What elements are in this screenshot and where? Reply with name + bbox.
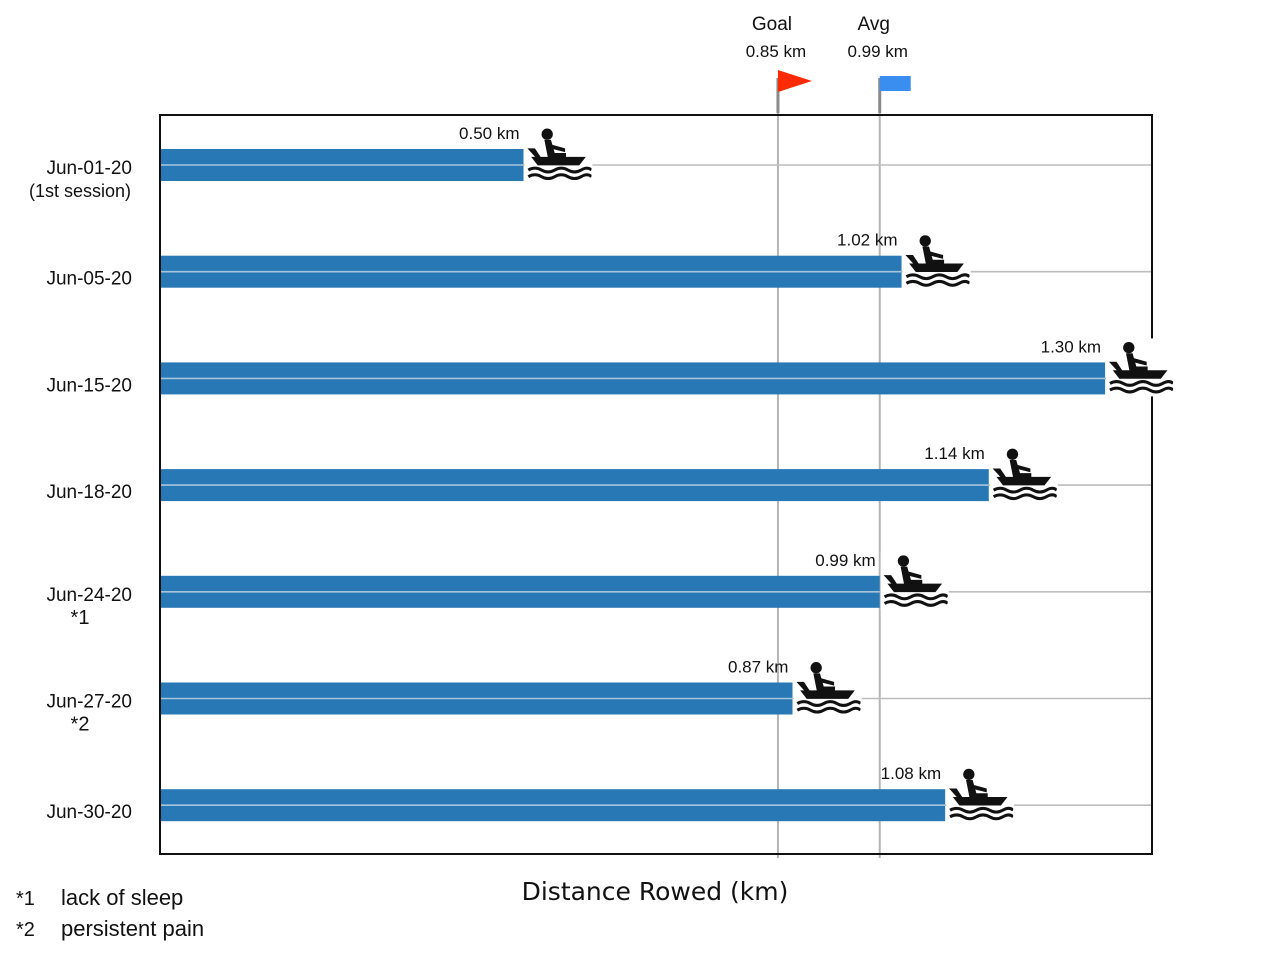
avg-value-label: 0.99 km <box>847 42 907 61</box>
bars <box>161 149 1106 822</box>
y-tick-label: Jun-05-20 <box>46 269 132 290</box>
y-tick-label: Jun-15-20 <box>46 375 132 396</box>
y-tick-label: Jun-01-20 <box>46 158 132 179</box>
plot-frame <box>159 114 1153 855</box>
value-label: 1.08 km <box>881 764 941 783</box>
avg-flag-icon <box>879 76 911 91</box>
goal-flag-icon <box>777 70 812 92</box>
avg-title: Avg <box>858 14 890 35</box>
y-tick-label: Jun-30-20 <box>46 802 132 823</box>
footnote-mark: *2 <box>16 919 35 941</box>
footnotes: *1 lack of sleep *2 persistent pain <box>16 885 204 941</box>
footnote-text: persistent pain <box>61 916 204 941</box>
goal-value-label: 0.85 km <box>746 42 806 61</box>
value-label: 0.87 km <box>728 658 788 677</box>
value-label: 1.14 km <box>924 444 984 463</box>
value-label: 0.50 km <box>459 124 519 143</box>
y-tick-note: (1st session) <box>29 181 131 201</box>
reference-lines: Goal 0.85 km Avg 0.99 km <box>160 14 1152 858</box>
value-label: 1.30 km <box>1041 337 1101 356</box>
y-tick-label: Jun-27-20 <box>46 692 132 713</box>
footnote-text: lack of sleep <box>61 885 183 910</box>
value-label: 0.99 km <box>815 551 875 570</box>
y-tick-label: Jun-18-20 <box>46 482 132 503</box>
footnote-marker: *1 <box>71 607 90 629</box>
footnote-marker: *2 <box>71 714 90 736</box>
footnote-mark: *1 <box>16 888 35 910</box>
value-label: 1.02 km <box>837 231 897 250</box>
goal-title: Goal <box>752 14 792 35</box>
y-tick-label: Jun-24-20 <box>46 585 132 606</box>
x-axis-label: Distance Rowed (km) <box>522 877 789 906</box>
tick-labels: 0.50 km Jun-01-20(1st session) 1.02 km Jun-… <box>29 124 1101 823</box>
rower-markers <box>524 125 1175 824</box>
